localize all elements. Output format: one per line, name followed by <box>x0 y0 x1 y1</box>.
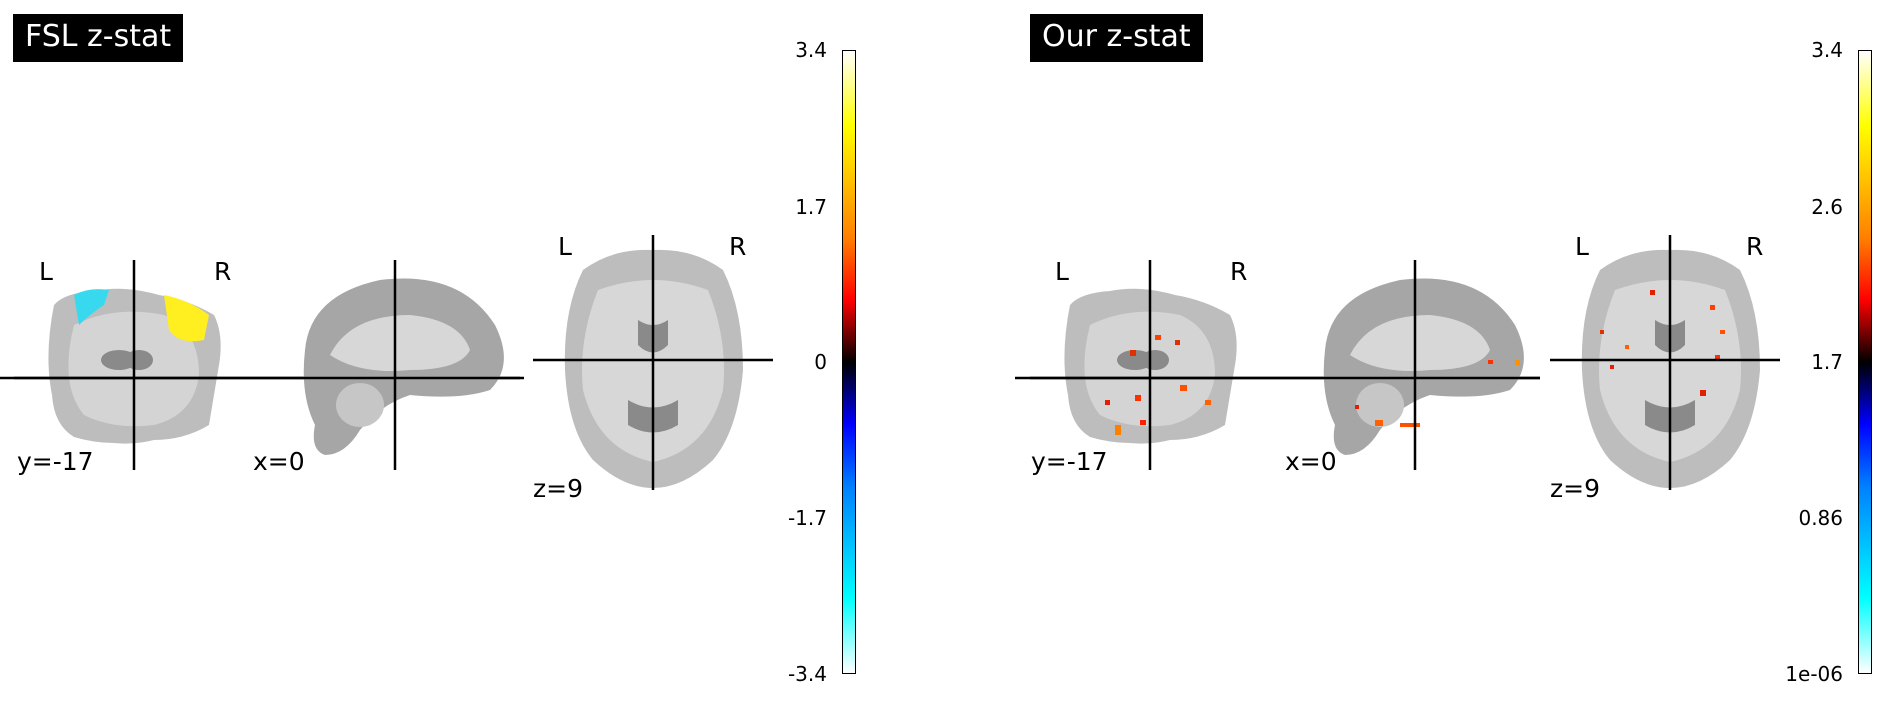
colorbar-tick-label: 1e-06 <box>1785 662 1843 686</box>
axial-brain-image <box>533 235 773 490</box>
panel-fsl: FSL z-stat L R y=-17 x=0 <box>0 14 856 686</box>
left-label: L <box>558 232 572 261</box>
colorbar-tick-label: 3.4 <box>795 38 827 62</box>
colorbar-tick-label: 0 <box>814 350 827 374</box>
right-label: R <box>214 257 232 286</box>
left-label: L <box>39 257 53 286</box>
panel-ours: Our z-stat L R y=-17 <box>1015 0 1890 723</box>
axial-brain-image <box>1550 235 1780 490</box>
axial-coord: z=9 <box>1550 474 1600 503</box>
coronal-view: L R y=-17 <box>1030 255 1540 476</box>
colorbar-tick-label: -1.7 <box>787 506 827 530</box>
colorbar-tick-label: -3.4 <box>787 662 827 686</box>
right-label: R <box>729 232 747 261</box>
axial-coord: z=9 <box>533 474 583 503</box>
colorbar <box>1858 50 1872 674</box>
left-label: L <box>1055 257 1069 286</box>
coronal-brain-image <box>1030 260 1540 470</box>
right-label: R <box>1230 257 1248 286</box>
colorbar-tick-label: 3.4 <box>1811 38 1843 62</box>
coronal-coord: y=-17 <box>17 447 94 476</box>
axial-view: L R z=9 <box>1550 230 1780 510</box>
colorbar-tick-label: 0.86 <box>1798 506 1843 530</box>
right-label: R <box>1746 232 1764 261</box>
sagittal-coord: x=0 <box>1285 447 1337 476</box>
sagittal-view: x=0 <box>1015 255 1540 476</box>
colorbar-tick-label: 1.7 <box>795 195 827 219</box>
sagittal-coord: x=0 <box>253 447 305 476</box>
panel-title: Our z-stat <box>1030 14 1203 62</box>
axial-view: L R z=9 <box>533 230 773 510</box>
colorbar <box>842 50 856 674</box>
coronal-coord: y=-17 <box>1031 447 1108 476</box>
left-label: L <box>1575 232 1589 261</box>
colorbar-tick-label: 2.6 <box>1811 195 1843 219</box>
sagittal-view: x=0 <box>0 255 520 476</box>
sagittal-brain-image <box>1015 260 1540 470</box>
panel-title: FSL z-stat <box>13 14 184 62</box>
sagittal-brain-image <box>0 260 520 470</box>
colorbar-tick-label: 1.7 <box>1811 350 1843 374</box>
